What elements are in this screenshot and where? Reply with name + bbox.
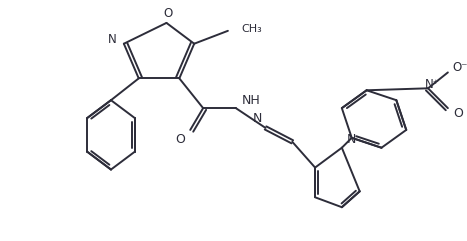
Text: O: O — [453, 107, 463, 120]
Text: CH₃: CH₃ — [242, 24, 262, 34]
Text: N: N — [347, 133, 356, 146]
Text: N⁺: N⁺ — [425, 78, 439, 91]
Text: O⁻: O⁻ — [452, 61, 467, 74]
Text: N: N — [253, 112, 262, 125]
Text: O: O — [164, 7, 173, 20]
Text: N: N — [107, 33, 116, 46]
Text: O: O — [176, 133, 185, 146]
Text: NH: NH — [241, 94, 260, 107]
